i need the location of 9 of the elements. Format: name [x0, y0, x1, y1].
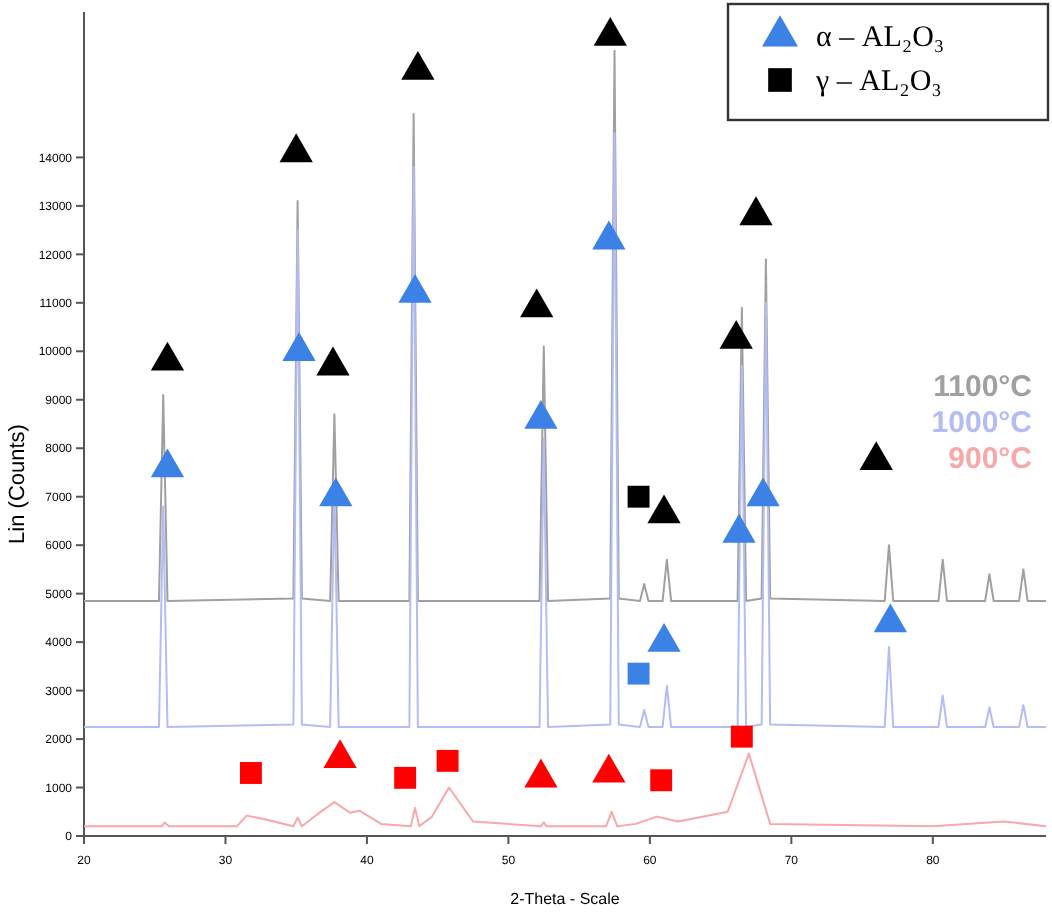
text: 1000°C	[931, 406, 1033, 440]
legend-label: α – AL₂O₃	[816, 22, 945, 54]
x-axis-title: 2-Theta - Scale	[510, 890, 621, 908]
line-series	[83, 49, 1047, 602]
text: 1100°C	[933, 370, 1033, 404]
line-series	[83, 752, 1047, 828]
text: 900°C	[948, 442, 1033, 476]
legend-label: γ – AL₂O₃	[814, 66, 942, 98]
y-axis-title: Lin (Counts)	[6, 424, 30, 544]
